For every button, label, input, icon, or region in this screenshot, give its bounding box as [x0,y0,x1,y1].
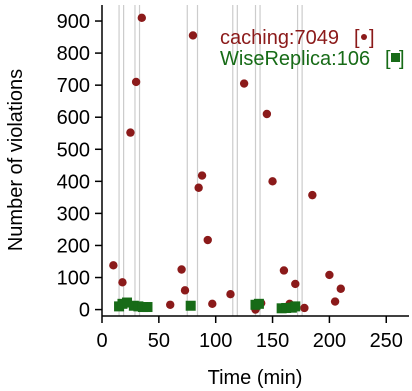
x-axis-label: Time (min) [208,367,303,389]
legend-entry-wisereplica: WiseReplica:106 [220,48,370,70]
y-tick-label: 400 [57,171,90,193]
y-tick-label: 600 [57,107,90,129]
x-tick-label: 0 [96,330,107,352]
data-point-circle [197,171,207,180]
data-point-square [253,298,264,309]
data-point-circle [308,190,317,200]
data-point-circle [188,31,198,40]
x-tick-label: 100 [199,330,232,352]
data-point-circle [300,303,309,313]
data-point-square [142,302,153,313]
y-tick-label: 800 [57,43,90,65]
y-tick-label: 0 [79,300,90,322]
legend-circle-icon [361,34,367,40]
y-tick-label: 900 [57,11,90,33]
data-point-circle [166,300,175,309]
legend-square-icon [391,53,400,62]
data-point-circle [330,297,340,306]
legend-bracket-left-wisereplica: [ [385,48,391,70]
legend: caching:7049 [ ] WiseReplica:106 [ ] [220,27,405,70]
y-tick-label: 500 [57,139,90,161]
data-point-circle [131,77,141,87]
data-point-circle [268,177,277,186]
data-point-circle [291,279,300,289]
y-axis: 0 100 200 300 400 500 600 700 800 900 [57,5,103,322]
x-tick-label: 50 [148,330,170,352]
data-point-circle [262,109,272,119]
data-point-square [290,301,301,312]
data-point-circle [109,261,118,270]
y-tick-label: 100 [57,268,90,290]
data-point-circle [336,284,345,293]
legend-bracket-left-caching: [ [354,27,360,49]
legend-marker-caching: [ ] [354,27,375,49]
data-point-square [281,302,292,313]
legend-marker-wisereplica: [ ] [385,48,405,70]
data-point-circle [177,265,186,274]
data-point-square [185,300,196,311]
data-point-circle [239,79,249,88]
data-point-circle [126,128,135,137]
legend-entry-caching: caching:7049 [220,27,339,49]
legend-bracket-right-caching: ] [369,27,375,49]
data-point-circle [203,235,212,245]
data-point-circle [137,13,146,23]
data-point-square [122,297,133,308]
data-point-circle [180,286,190,295]
data-point-circle [279,266,289,275]
data-point-circle [208,299,217,309]
x-tick-label: 150 [256,330,289,352]
legend-bracket-right-wisereplica: ] [399,48,405,70]
x-tick-label: 250 [370,330,403,352]
data-point-circle [325,270,334,280]
x-axis: 0 50 100 150 200 250 [96,315,409,352]
y-tick-label: 300 [57,203,90,225]
y-axis-label: Number of violations [5,69,27,251]
data-point-circle [194,183,203,192]
y-tick-label: 200 [57,235,90,257]
y-tick-label: 700 [57,75,90,97]
data-point-circle [118,278,127,287]
data-point-circle [226,289,235,299]
x-tick-label: 200 [313,330,346,352]
data-points [109,13,345,314]
vertical-lines [118,5,303,316]
